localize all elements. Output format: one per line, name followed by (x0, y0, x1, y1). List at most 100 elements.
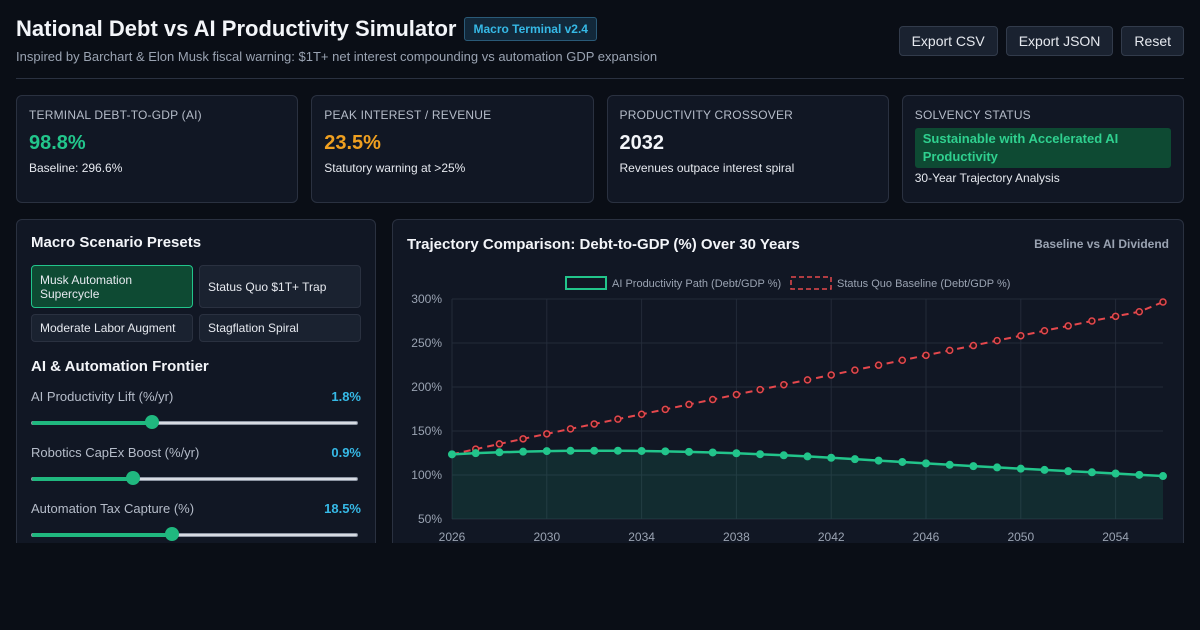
card-value: 98.8% (29, 132, 86, 154)
card-value: 23.5% (324, 132, 381, 154)
slider-track[interactable] (31, 471, 358, 485)
ai-point (1040, 465, 1049, 474)
slider-track[interactable] (31, 415, 358, 429)
ai-point (945, 460, 954, 469)
ai-point (685, 447, 693, 456)
ai-point (566, 446, 575, 455)
ai-point (637, 446, 646, 455)
y-tick-label: 200% (411, 380, 442, 394)
slider-label: AI Productivity Lift (%/yr) (31, 389, 174, 404)
frontier-title: AI & Automation Frontier (31, 358, 209, 375)
ai-point (613, 446, 622, 455)
baseline-point (898, 356, 907, 364)
ai-point (874, 456, 883, 465)
slider-fill (32, 421, 153, 425)
trajectory-chart: AI Productivity Path (Debt/GDP %) Status… (411, 276, 1167, 544)
export-csv-button[interactable]: Export CSV (898, 26, 998, 56)
slider-label: Robotics CapEx Boost (%/yr) (31, 445, 200, 460)
y-tick-label: 250% (411, 336, 442, 350)
ai-point (1087, 468, 1096, 477)
ai-point (779, 451, 788, 460)
baseline-point (993, 336, 1001, 345)
baseline-point (780, 380, 788, 389)
baseline-point (708, 395, 717, 404)
ai-point (448, 450, 456, 459)
card-productivity-crossover: Productivity Crossover 2032 Revenues out… (606, 95, 889, 203)
preset-stagflation[interactable]: Stagflation Spiral (199, 314, 361, 342)
baseline-point (1159, 298, 1167, 306)
ai-point (542, 447, 551, 456)
chart-title: Trajectory Comparison: Debt-to-GDP (%) O… (407, 236, 800, 253)
chart-grid (451, 298, 1163, 520)
chart-panel: Trajectory Comparison: Debt-to-GDP (%) O… (392, 219, 1184, 559)
ai-point (898, 457, 907, 466)
presets-title: Macro Scenario Presets (31, 234, 202, 251)
baseline-point (685, 400, 693, 409)
ai-point (661, 447, 670, 456)
legend-label-baseline: Status Quo Baseline (Debt/GDP %) (837, 278, 1010, 290)
card-note: Revenues outpace interest spiral (619, 161, 795, 175)
ai-point (732, 449, 741, 458)
card-note: Statutory warning at >25% (324, 161, 466, 175)
chart-axes: 50% 100% 150% 200% 250% 300% 2026 2030 2034 2038 2… (411, 292, 1129, 544)
baseline-point (922, 351, 930, 360)
ai-point (827, 453, 836, 462)
card-peak-interest: Peak Interest / Revenue 23.5% Statutory … (311, 95, 594, 203)
baseline-point (969, 341, 978, 350)
baseline-point (1111, 312, 1120, 321)
card-note: Baseline: 296.6% (29, 161, 123, 175)
ai-point (1135, 470, 1144, 479)
x-tick-label: 2046 (913, 530, 940, 544)
reset-button[interactable]: Reset (1121, 26, 1184, 56)
slider-fill (32, 533, 172, 537)
x-tick-label: 2038 (723, 530, 750, 544)
ai-point (1159, 472, 1167, 481)
preset-grid: Musk Automation Supercycle Status Quo $1… (31, 265, 361, 342)
ai-point (1016, 464, 1025, 473)
preset-moderate-labor[interactable]: Moderate Labor Augment (31, 314, 193, 342)
ai-point (708, 448, 717, 457)
slider-value: 0.9% (331, 445, 361, 460)
slider-fill (32, 477, 133, 481)
ai-point (471, 449, 480, 458)
ai-point (969, 462, 978, 471)
slider-robotics-capex: Robotics CapEx Boost (%/yr) 0.9% (31, 445, 361, 485)
app-title: National Debt vs AI Productivity Simulat… (16, 16, 457, 41)
slider-track[interactable] (31, 527, 358, 541)
version-badge: Macro Terminal v2.4 (464, 17, 597, 41)
kpi-cards: Terminal Debt-to-GDP (AI) 98.8% Baseline… (16, 95, 1184, 203)
card-label: Terminal Debt-to-GDP (AI) (29, 108, 202, 122)
y-tick-label: 150% (411, 424, 442, 438)
card-value: 2032 (619, 132, 665, 154)
baseline-point (519, 435, 527, 443)
baseline-point (661, 405, 670, 414)
card-label: Peak Interest / Revenue (324, 108, 492, 122)
card-terminal-debt: Terminal Debt-to-GDP (AI) 98.8% Baseline… (16, 95, 299, 203)
x-tick-label: 2054 (1102, 530, 1129, 544)
header: National Debt vs AI Productivity Simulat… (16, 16, 1184, 79)
preset-musk-automation[interactable]: Musk Automation Supercycle (31, 265, 193, 308)
slider-thumb[interactable] (145, 415, 160, 429)
baseline-point (1088, 317, 1096, 325)
slider-value: 1.8% (331, 389, 361, 404)
ai-point (519, 447, 528, 456)
x-tick-label: 2050 (1007, 530, 1034, 544)
baseline-point (543, 430, 551, 438)
baseline-point (874, 361, 883, 369)
legend-label-ai: AI Productivity Path (Debt/GDP %) (612, 278, 781, 290)
chart-series (448, 298, 1167, 519)
baseline-point (827, 371, 835, 379)
baseline-point (851, 366, 859, 374)
baseline-point (803, 376, 812, 384)
header-actions: Export CSV Export JSON Reset (898, 26, 1184, 56)
status-badge: Sustainable with Accelerated AI Producti… (914, 128, 1171, 168)
baseline-point (1017, 331, 1025, 340)
x-tick-label: 2030 (533, 530, 560, 544)
export-json-button[interactable]: Export JSON (1005, 26, 1114, 56)
slider-thumb[interactable] (164, 527, 179, 541)
baseline-point (1135, 308, 1144, 316)
ai-point (756, 450, 765, 459)
baseline-point (495, 440, 504, 448)
slider-thumb[interactable] (125, 471, 140, 485)
preset-status-quo[interactable]: Status Quo $1T+ Trap (199, 265, 361, 308)
